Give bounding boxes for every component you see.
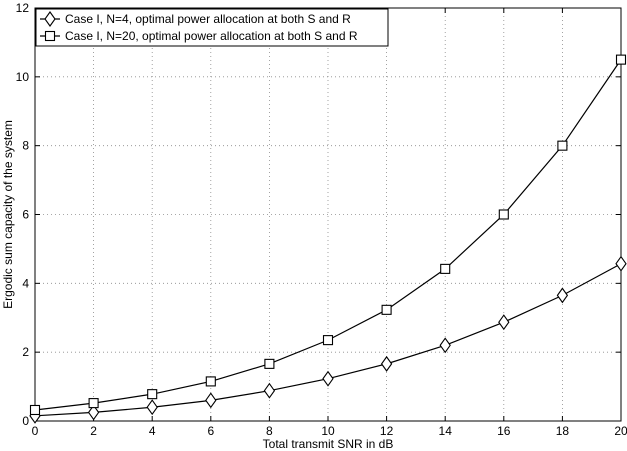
x-tick-label: 10 <box>321 424 335 438</box>
x-axis-label: Total transmit SNR in dB <box>263 437 394 451</box>
square-marker <box>615 54 627 65</box>
square-marker <box>498 209 509 220</box>
square-marker <box>205 376 216 387</box>
ticks: 0 2 4 6 8 10 12 14 16 18 20 0 2 4 6 8 10 12 <box>16 1 627 438</box>
y-tick-label: 10 <box>16 70 30 84</box>
square-marker <box>29 404 41 416</box>
square-marker <box>381 304 392 315</box>
y-tick-label: 6 <box>22 208 29 222</box>
grid <box>35 8 621 421</box>
series-2 <box>29 54 627 416</box>
diamond-marker <box>615 255 627 272</box>
diamond-marker <box>263 382 276 399</box>
y-tick-label: 8 <box>22 139 29 153</box>
diamond-marker <box>498 314 510 331</box>
diamond-marker <box>380 355 393 372</box>
legend-entry: Case I, N=4, optimal power allocation at… <box>40 11 351 27</box>
diamond-marker <box>556 287 569 304</box>
legend-box <box>35 8 389 47</box>
diamond-marker <box>44 11 56 27</box>
legend-entry: Case I, N=20, optimal power allocation a… <box>40 29 358 43</box>
diamond-marker <box>439 337 451 354</box>
series-1 <box>29 255 627 424</box>
diamond-marker <box>205 392 217 409</box>
legend-label: Case I, N=4, optimal power allocation at… <box>65 12 351 26</box>
square-marker <box>557 140 568 151</box>
x-tick-label: 12 <box>380 424 394 438</box>
series <box>29 54 627 424</box>
diamond-marker <box>146 399 158 416</box>
legend: Case I, N=4, optimal power allocation at… <box>35 8 389 47</box>
square-marker <box>147 389 158 400</box>
x-tick-label: 2 <box>90 424 97 438</box>
y-axis-label: Ergodic sum capacity of the system <box>1 120 15 309</box>
square-marker <box>440 263 451 274</box>
x-tick-label: 14 <box>439 424 453 438</box>
square-marker <box>44 30 56 42</box>
square-marker <box>322 335 334 346</box>
square-marker <box>264 358 275 369</box>
y-tick-label: 2 <box>22 345 29 359</box>
x-tick-label: 6 <box>207 424 214 438</box>
x-tick-label: 8 <box>266 424 273 438</box>
x-tick-label: 0 <box>32 424 39 438</box>
square-marker <box>88 398 99 409</box>
x-tick-label: 20 <box>614 424 627 438</box>
plot-frame <box>34 7 622 422</box>
x-tick-label: 18 <box>556 424 570 438</box>
x-tick-label: 16 <box>497 424 511 438</box>
diamond-marker <box>87 404 100 421</box>
y-tick-label: 0 <box>22 414 29 428</box>
x-tick-label: 4 <box>149 424 156 438</box>
legend-label: Case I, N=20, optimal power allocation a… <box>65 29 358 43</box>
y-tick-label: 12 <box>16 1 30 15</box>
y-tick-label: 4 <box>22 276 29 290</box>
diamond-marker <box>322 370 334 387</box>
